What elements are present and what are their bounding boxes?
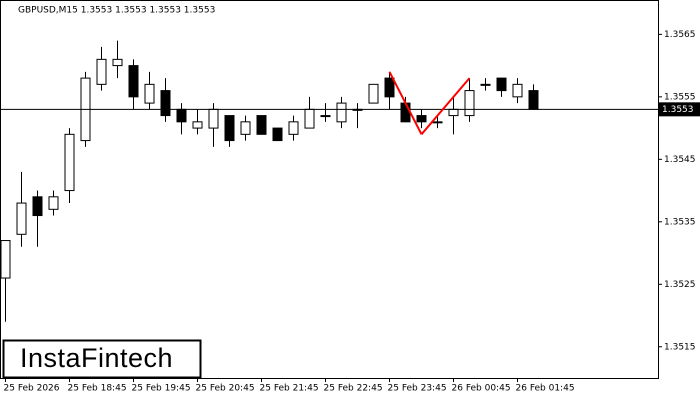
candle-body xyxy=(48,196,59,210)
pattern-line xyxy=(388,71,423,135)
y-tick-label: 1.3525 xyxy=(664,280,696,290)
candle-body xyxy=(368,83,379,104)
watermark-box xyxy=(2,339,202,379)
candle-body xyxy=(128,65,139,98)
candle-body xyxy=(496,77,507,92)
x-tick-label: 26 Feb 00:45 xyxy=(452,384,511,394)
candle-body xyxy=(176,108,187,123)
x-tick-label: 25 Feb 2026 xyxy=(4,384,60,394)
candle-body xyxy=(448,108,459,117)
candle-body xyxy=(288,121,299,135)
candle-body xyxy=(256,115,267,135)
chart-title: GBPUSD,M15 1.3553 1.3553 1.3553 1.3553 xyxy=(18,6,215,16)
price-label: 1.3553 xyxy=(662,105,694,115)
y-tick-label: 1.3565 xyxy=(664,30,696,40)
x-tick-label: 25 Feb 18:45 xyxy=(68,384,127,394)
pattern-line xyxy=(420,77,471,135)
y-tick-label: 1.3535 xyxy=(664,217,696,227)
candle-body xyxy=(432,121,443,124)
candle-body xyxy=(160,90,171,117)
y-tick-label: 1.3515 xyxy=(664,342,696,352)
y-tick-label: 1.3555 xyxy=(664,92,696,102)
x-tick-label: 25 Feb 21:45 xyxy=(260,384,319,394)
candle-body xyxy=(336,102,347,123)
candle-body xyxy=(512,83,523,98)
price-label-box xyxy=(658,102,700,117)
candle-body xyxy=(32,196,43,217)
candle-body xyxy=(528,90,539,110)
x-tick-label: 26 Feb 01:45 xyxy=(516,384,575,394)
x-tick-label: 25 Feb 23:45 xyxy=(388,384,447,394)
x-tick-label: 25 Feb 20:45 xyxy=(196,384,255,394)
candle-body xyxy=(480,83,491,86)
x-tick-label: 25 Feb 19:45 xyxy=(132,384,191,394)
candle-body xyxy=(272,127,283,142)
candle-body xyxy=(224,115,235,142)
candle-body xyxy=(304,108,315,129)
candle-body xyxy=(416,115,427,123)
candle-body xyxy=(64,133,75,192)
plot-frame xyxy=(0,0,659,379)
candle-body xyxy=(192,121,203,129)
candle-body xyxy=(0,240,11,279)
marks xyxy=(0,40,658,322)
candle-body xyxy=(240,121,251,135)
candle-body xyxy=(16,202,27,235)
x-tick-label: 25 Feb 22:45 xyxy=(324,384,383,394)
y-tick-label: 1.3545 xyxy=(664,155,696,165)
watermark: InstaFintech xyxy=(20,343,173,373)
candle-body xyxy=(96,58,107,85)
candle-body xyxy=(112,58,123,67)
candle-body xyxy=(464,90,475,117)
candle-body xyxy=(208,108,219,129)
candle-body xyxy=(400,102,411,123)
candle-body xyxy=(384,77,395,98)
candle-body xyxy=(320,115,331,118)
candle-body xyxy=(144,83,155,104)
